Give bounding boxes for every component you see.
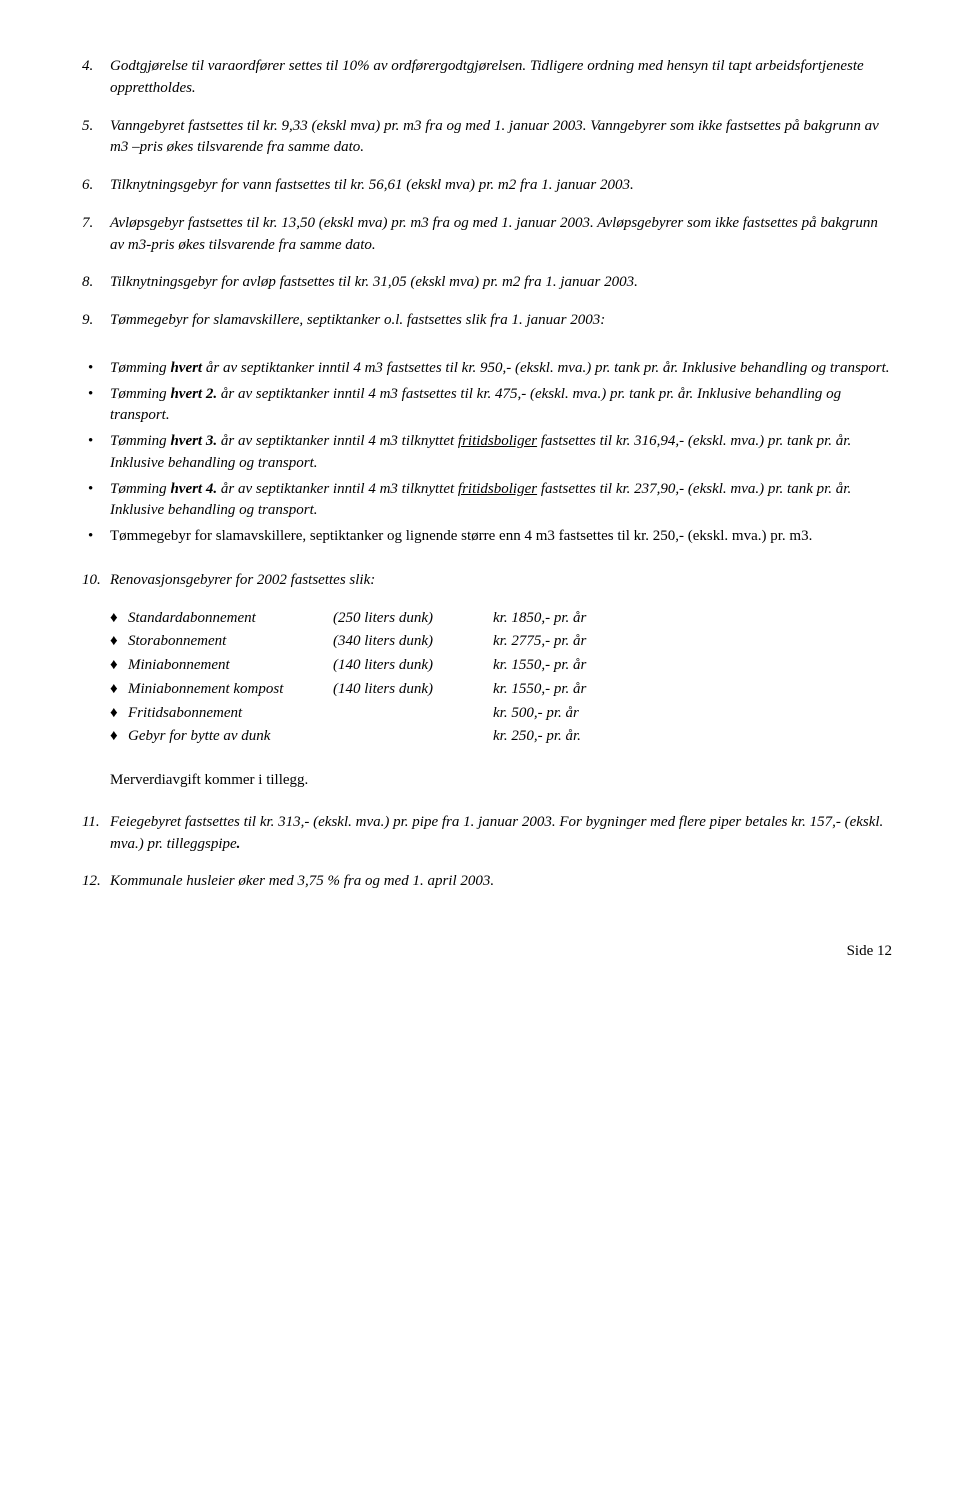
bullet-item: • Tømming hvert 4. år av septiktanker in… bbox=[88, 479, 892, 523]
bullet-text: Tømming hvert 2. år av septiktanker innt… bbox=[110, 384, 892, 428]
bullet-item: • Tømming hvert 2. år av septiktanker in… bbox=[88, 384, 892, 428]
diamond-icon: ♦ bbox=[110, 631, 128, 653]
list-item-5: 5. Vanngebyret fastsettes til kr. 9,33 (… bbox=[82, 116, 892, 160]
list-item-7: 7. Avløpsgebyr fastsettes til kr. 13,50 … bbox=[82, 213, 892, 257]
item-number: 6. bbox=[82, 175, 110, 197]
bullet-icon: • bbox=[88, 358, 110, 380]
item-text: Renovasjonsgebyrer for 2002 fastsettes s… bbox=[110, 570, 892, 592]
diamond-icon: ♦ bbox=[110, 655, 128, 677]
diamond-icon: ♦ bbox=[110, 608, 128, 630]
table-row: ♦ Miniabonnement kompost (140 liters dun… bbox=[110, 679, 892, 701]
diamond-icon: ♦ bbox=[110, 679, 128, 701]
list-item-4: 4. Godtgjørelse til varaordfører settes … bbox=[82, 56, 892, 100]
list-item-8: 8. Tilknytningsgebyr for avløp fastsette… bbox=[82, 272, 892, 294]
table-row: ♦ Miniabonnement (140 liters dunk) kr. 1… bbox=[110, 655, 892, 677]
bullet-item: • Tømming hvert år av septiktanker innti… bbox=[88, 358, 892, 380]
item-number: 7. bbox=[82, 213, 110, 257]
item-number: 9. bbox=[82, 310, 110, 332]
abonnement-name: Storabonnement bbox=[128, 631, 333, 653]
price: kr. 1550,- pr. år bbox=[493, 655, 693, 677]
mva-note: Merverdiavgift kommer i tillegg. bbox=[110, 770, 892, 792]
bullet-icon: • bbox=[88, 526, 110, 548]
abonnement-name: Fritidsabonnement bbox=[128, 703, 333, 725]
bullet-text: Tømming hvert 4. år av septiktanker innt… bbox=[110, 479, 892, 523]
diamond-icon: ♦ bbox=[110, 726, 128, 748]
list-item-12: 12. Kommunale husleier øker med 3,75 % f… bbox=[82, 871, 892, 893]
list-item-10: 10. Renovasjonsgebyrer for 2002 fastsett… bbox=[82, 570, 892, 592]
item-text: Vanngebyret fastsettes til kr. 9,33 (eks… bbox=[110, 116, 892, 160]
item-number: 5. bbox=[82, 116, 110, 160]
item-text: Avløpsgebyr fastsettes til kr. 13,50 (ek… bbox=[110, 213, 892, 257]
price: kr. 1550,- pr. år bbox=[493, 679, 693, 701]
item-text: Godtgjørelse til varaordfører settes til… bbox=[110, 56, 892, 100]
bullet-text: Tømming hvert år av septiktanker inntil … bbox=[110, 358, 892, 380]
list-item-9: 9. Tømmegebyr for slamavskillere, septik… bbox=[82, 310, 892, 332]
bullet-item: • Tømmegebyr for slamavskillere, septikt… bbox=[88, 526, 892, 548]
table-row: ♦ Fritidsabonnement kr. 500,- pr. år bbox=[110, 703, 892, 725]
list-item-11: 11. Feiegebyret fastsettes til kr. 313,-… bbox=[82, 812, 892, 856]
abonnement-name: Gebyr for bytte av dunk bbox=[128, 726, 333, 748]
item-text: Tilknytningsgebyr for vann fastsettes ti… bbox=[110, 175, 892, 197]
price: kr. 2775,- pr. år bbox=[493, 631, 693, 653]
abonnement-name: Miniabonnement bbox=[128, 655, 333, 677]
septik-bullets: • Tømming hvert år av septiktanker innti… bbox=[82, 358, 892, 548]
dunk-size bbox=[333, 726, 493, 748]
bullet-text: Tømming hvert 3. år av septiktanker innt… bbox=[110, 431, 892, 475]
bullet-item: • Tømming hvert 3. år av septiktanker in… bbox=[88, 431, 892, 475]
table-row: ♦ Standardabonnement (250 liters dunk) k… bbox=[110, 608, 892, 630]
item-text: Feiegebyret fastsettes til kr. 313,- (ek… bbox=[110, 812, 892, 856]
price: kr. 1850,- pr. år bbox=[493, 608, 693, 630]
item-number: 4. bbox=[82, 56, 110, 100]
list-item-6: 6. Tilknytningsgebyr for vann fastsettes… bbox=[82, 175, 892, 197]
diamond-icon: ♦ bbox=[110, 703, 128, 725]
renovasjon-table: ♦ Standardabonnement (250 liters dunk) k… bbox=[110, 608, 892, 749]
item-number: 11. bbox=[82, 812, 110, 856]
table-row: ♦ Storabonnement (340 liters dunk) kr. 2… bbox=[110, 631, 892, 653]
table-row: ♦ Gebyr for bytte av dunk kr. 250,- pr. … bbox=[110, 726, 892, 748]
bullet-text: Tømmegebyr for slamavskillere, septiktan… bbox=[110, 526, 892, 548]
abonnement-name: Standardabonnement bbox=[128, 608, 333, 630]
item-number: 12. bbox=[82, 871, 110, 893]
item-number: 8. bbox=[82, 272, 110, 294]
price: kr. 500,- pr. år bbox=[493, 703, 693, 725]
dunk-size: (140 liters dunk) bbox=[333, 655, 493, 677]
dunk-size: (340 liters dunk) bbox=[333, 631, 493, 653]
dunk-size: (250 liters dunk) bbox=[333, 608, 493, 630]
abonnement-name: Miniabonnement kompost bbox=[128, 679, 333, 701]
dunk-size bbox=[333, 703, 493, 725]
bullet-icon: • bbox=[88, 384, 110, 428]
item-text: Kommunale husleier øker med 3,75 % fra o… bbox=[110, 871, 892, 893]
page-number: Side 12 bbox=[82, 941, 892, 963]
bullet-icon: • bbox=[88, 431, 110, 475]
item-number: 10. bbox=[82, 570, 110, 592]
item-text: Tilknytningsgebyr for avløp fastsettes t… bbox=[110, 272, 892, 294]
dunk-size: (140 liters dunk) bbox=[333, 679, 493, 701]
bullet-icon: • bbox=[88, 479, 110, 523]
item-text: Tømmegebyr for slamavskillere, septiktan… bbox=[110, 310, 892, 332]
price: kr. 250,- pr. år. bbox=[493, 726, 693, 748]
